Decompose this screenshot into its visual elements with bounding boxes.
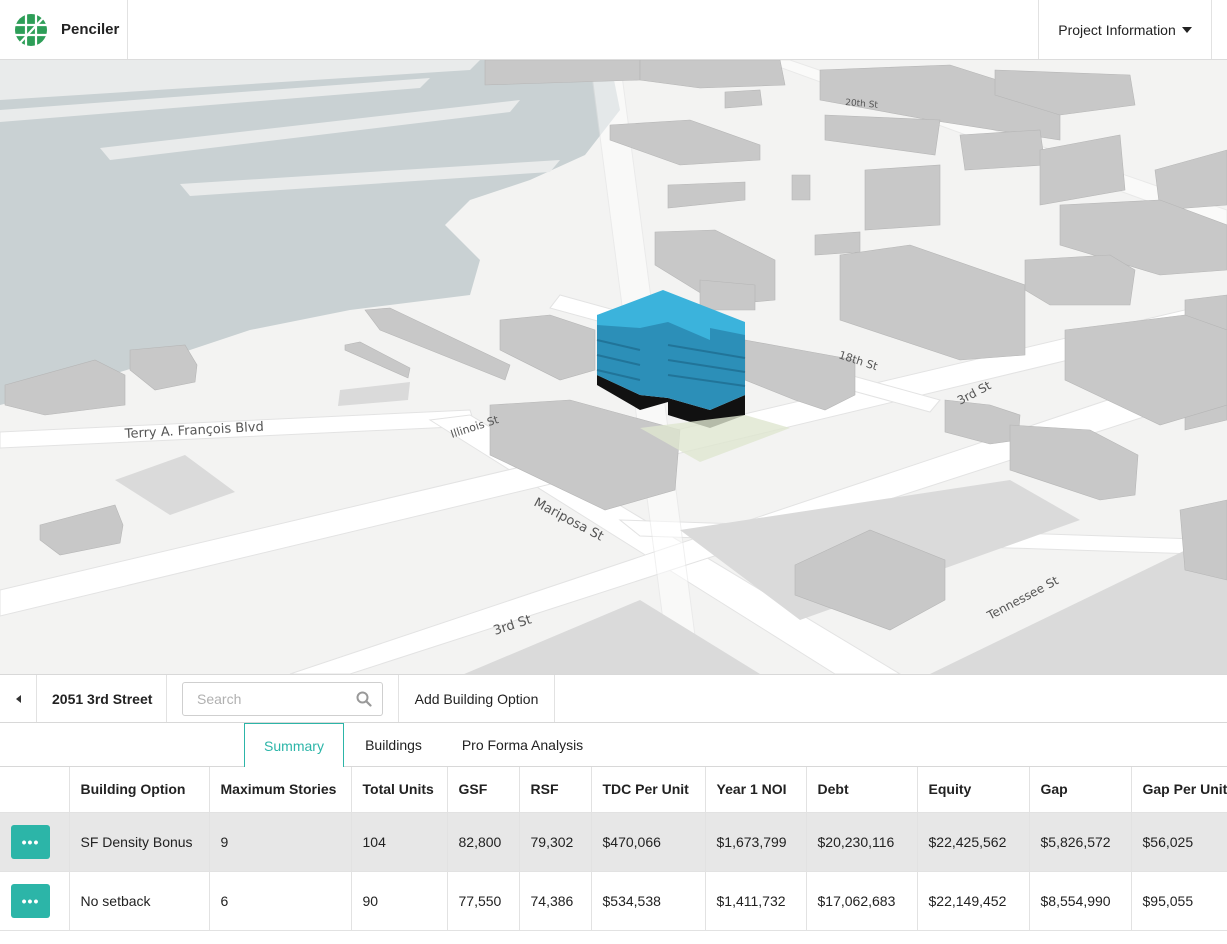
table-row[interactable]: ••• SF Density Bonus 9 104 82,800 79,302… [0,812,1227,872]
column-header[interactable]: Gap Per Unit [1131,767,1227,813]
table-cell: $8,554,990 [1029,871,1132,931]
row-actions-cell: ••• [0,871,70,931]
column-header[interactable]: GSF [447,767,520,813]
table-cell: 6 [209,871,352,931]
table-cell: $534,538 [591,871,706,931]
column-header[interactable]: Total Units [351,767,448,813]
row-actions-button[interactable]: ••• [11,883,50,918]
street-label: Terry A. François Blvd [123,420,264,442]
building-options-table: Building Option Maximum Stories Total Un… [0,767,1227,944]
row-actions-cell: ••• [0,812,70,872]
brand[interactable]: Penciler [0,0,128,59]
table-cell: 82,800 [447,812,520,872]
tab-bar: Summary Buildings Pro Forma Analysis [0,723,1227,768]
column-header[interactable]: TDC Per Unit [591,767,706,813]
table-cell: $1,411,732 [705,871,807,931]
table-cell: SF Density Bonus [69,812,210,872]
project-information-label: Project Information [1058,21,1176,38]
table-cell: 77,550 [447,871,520,931]
tab-summary[interactable]: Summary [244,723,344,768]
street-label: 20th St [845,98,879,111]
table-cell: $20,230,116 [806,812,918,872]
table-cell: $17,062,683 [806,871,918,931]
buildings-layer [4,60,1227,631]
table-cell: 79,302 [519,812,592,872]
table-cell: $22,425,562 [917,812,1030,872]
tab-buildings[interactable]: Buildings [365,737,422,753]
table-cell: No setback [69,871,210,931]
project-address: 2051 3rd Street [37,675,167,722]
caret-down-icon [1181,27,1192,33]
table-cell: 104 [351,812,448,872]
column-header[interactable]: RSF [519,767,592,813]
table-header-row: Building Option Maximum Stories Total Un… [0,767,1227,813]
column-header[interactable]: Maximum Stories [209,767,352,813]
column-header-actions [0,767,70,813]
project-information-menu[interactable]: Project Information [1038,0,1212,59]
table-cell: $95,055 [1131,871,1227,931]
table-row[interactable]: ••• No setback 6 90 77,550 74,386 $534,5… [0,871,1227,931]
top-bar: Penciler Project Information [0,0,1227,60]
table-cell: 90 [351,871,448,931]
column-header[interactable]: Equity [917,767,1030,813]
search-input[interactable] [183,683,343,715]
row-actions-button[interactable]: ••• [11,824,50,859]
table-cell: $470,066 [591,812,706,872]
column-header[interactable]: Gap [1029,767,1132,813]
proposed-building[interactable] [596,290,746,428]
column-header[interactable]: Building Option [69,767,210,813]
column-header[interactable]: Debt [806,767,918,813]
table-cell: 74,386 [519,871,592,931]
tab-pro-forma-analysis[interactable]: Pro Forma Analysis [461,737,584,753]
map-canvas: Terry A. François Blvd Illinois St Marip… [0,60,1227,674]
table-cell: 9 [209,812,352,872]
option-toolbar: 2051 3rd Street Add Building Option [0,674,1227,723]
parcel-highlight [640,415,790,462]
table-cell: $5,826,572 [1029,812,1132,872]
search-icon[interactable] [356,691,372,707]
table-cell: $22,149,452 [917,871,1030,931]
caret-left-icon [15,694,21,703]
map-view[interactable]: Terry A. François Blvd Illinois St Marip… [0,60,1227,674]
app-name: Penciler [61,21,120,38]
collapse-panel-button[interactable] [0,675,37,722]
table-cell: $1,673,799 [705,812,807,872]
column-header[interactable]: Year 1 NOI [705,767,807,813]
penciler-logo-icon [15,13,47,46]
add-building-option-button[interactable]: Add Building Option [398,675,555,722]
search-box [182,682,383,716]
table-cell: $56,025 [1131,812,1227,872]
